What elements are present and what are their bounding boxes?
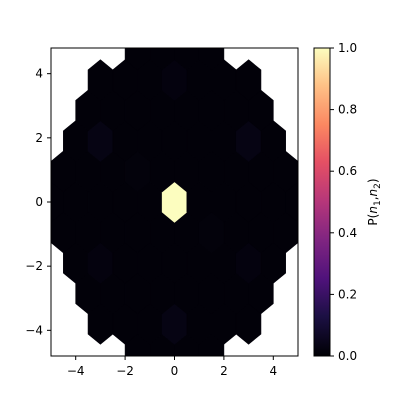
x-tick-label: −2	[116, 364, 134, 378]
x-tick-label: 4	[269, 364, 277, 378]
y-tick-label: 4	[35, 67, 43, 81]
hex-cell	[174, 48, 200, 71]
colorbar-tick-label: 0.2	[338, 287, 357, 301]
x-tick-label: 0	[171, 364, 179, 378]
colorbar-tick-label: 0.6	[338, 164, 357, 178]
x-tick-label: −4	[67, 364, 85, 378]
colorbar-tick-label: 0.0	[338, 349, 357, 363]
x-axis: −4 −2 0 2 4	[67, 356, 277, 378]
y-tick-label: −2	[25, 259, 43, 273]
hex-cell	[124, 48, 151, 71]
hex-cell	[198, 48, 225, 71]
hexbin-cells	[51, 48, 298, 356]
plot-area	[50, 47, 299, 357]
colorbar-ticks: 0.0 0.2 0.4 0.6 0.8 1.0	[330, 41, 357, 363]
colorbar-label: P(n1,n2)	[366, 178, 383, 225]
x-tick-label: 2	[220, 364, 228, 378]
colorbar: 0.0 0.2 0.4 0.6 0.8 1.0 P(n1,n2)	[313, 41, 383, 363]
colorbar-tick-label: 0.4	[338, 226, 357, 240]
y-axis: −4 −2 0 2 4	[25, 67, 51, 337]
hex-cell	[149, 48, 175, 71]
colorbar-frame	[313, 47, 331, 357]
y-tick-label: 2	[35, 131, 43, 145]
y-tick-label: −4	[25, 323, 43, 337]
colorbar-tick-label: 1.0	[338, 41, 357, 55]
hex-cell	[235, 59, 262, 101]
colorbar-tick-label: 0.8	[338, 103, 357, 117]
colorbar-gradient	[314, 48, 330, 356]
y-tick-label: 0	[35, 195, 43, 209]
